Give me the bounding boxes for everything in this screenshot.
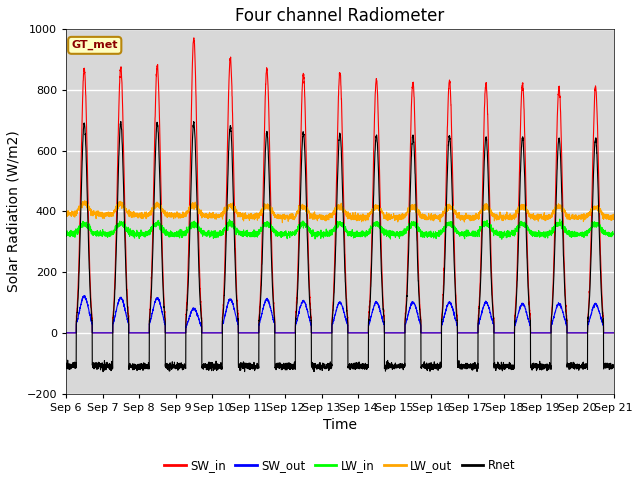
Rnet [320, 363, 328, 369]
SW_in [62, 330, 70, 336]
SW_in [463, 330, 470, 336]
LW_out [278, 220, 286, 226]
X-axis label: Time: Time [323, 418, 357, 432]
SW_out [319, 330, 327, 336]
SW_in [319, 330, 327, 336]
LW_in [433, 231, 440, 237]
Line: SW_out: SW_out [66, 296, 614, 333]
LW_in [498, 236, 506, 242]
Title: Four channel Radiometer: Four channel Radiometer [236, 7, 445, 25]
Y-axis label: Solar Radiation (W/m2): Solar Radiation (W/m2) [7, 131, 21, 292]
SW_in [433, 330, 440, 336]
Line: LW_in: LW_in [66, 219, 614, 239]
Line: Rnet: Rnet [66, 121, 614, 372]
SW_out [609, 330, 617, 336]
Legend: SW_in, SW_out, LW_in, LW_out, Rnet: SW_in, SW_out, LW_in, LW_out, Rnet [159, 454, 520, 477]
Rnet [117, 119, 125, 124]
SW_out [433, 330, 440, 336]
LW_in [493, 232, 501, 238]
SW_in [494, 330, 502, 336]
SW_out [81, 293, 88, 299]
SW_in [610, 330, 618, 336]
LW_in [556, 216, 564, 222]
Line: SW_in: SW_in [66, 38, 614, 333]
SW_in [161, 306, 168, 312]
SW_out [161, 319, 168, 324]
LW_in [610, 232, 618, 238]
Rnet [161, 314, 168, 320]
LW_out [609, 211, 617, 217]
Rnet [463, 364, 470, 370]
LW_out [494, 215, 502, 221]
SW_out [62, 330, 70, 336]
LW_in [319, 229, 327, 235]
SW_out [610, 330, 618, 336]
Rnet [99, 369, 107, 374]
LW_in [161, 229, 168, 235]
SW_in [609, 330, 617, 336]
Rnet [62, 364, 70, 370]
LW_in [463, 229, 470, 235]
LW_out [62, 213, 70, 218]
LW_in [62, 231, 70, 237]
LW_out [610, 215, 618, 220]
Rnet [609, 362, 617, 368]
Line: LW_out: LW_out [66, 201, 614, 223]
Rnet [610, 364, 618, 370]
SW_out [463, 330, 470, 336]
LW_out [81, 198, 88, 204]
Text: GT_met: GT_met [72, 40, 118, 50]
LW_out [463, 215, 470, 220]
Rnet [433, 364, 440, 370]
LW_out [161, 208, 168, 214]
Rnet [494, 364, 502, 370]
LW_out [320, 214, 328, 219]
SW_in [190, 35, 198, 41]
LW_in [609, 231, 617, 237]
LW_out [433, 216, 440, 221]
SW_out [494, 330, 502, 336]
